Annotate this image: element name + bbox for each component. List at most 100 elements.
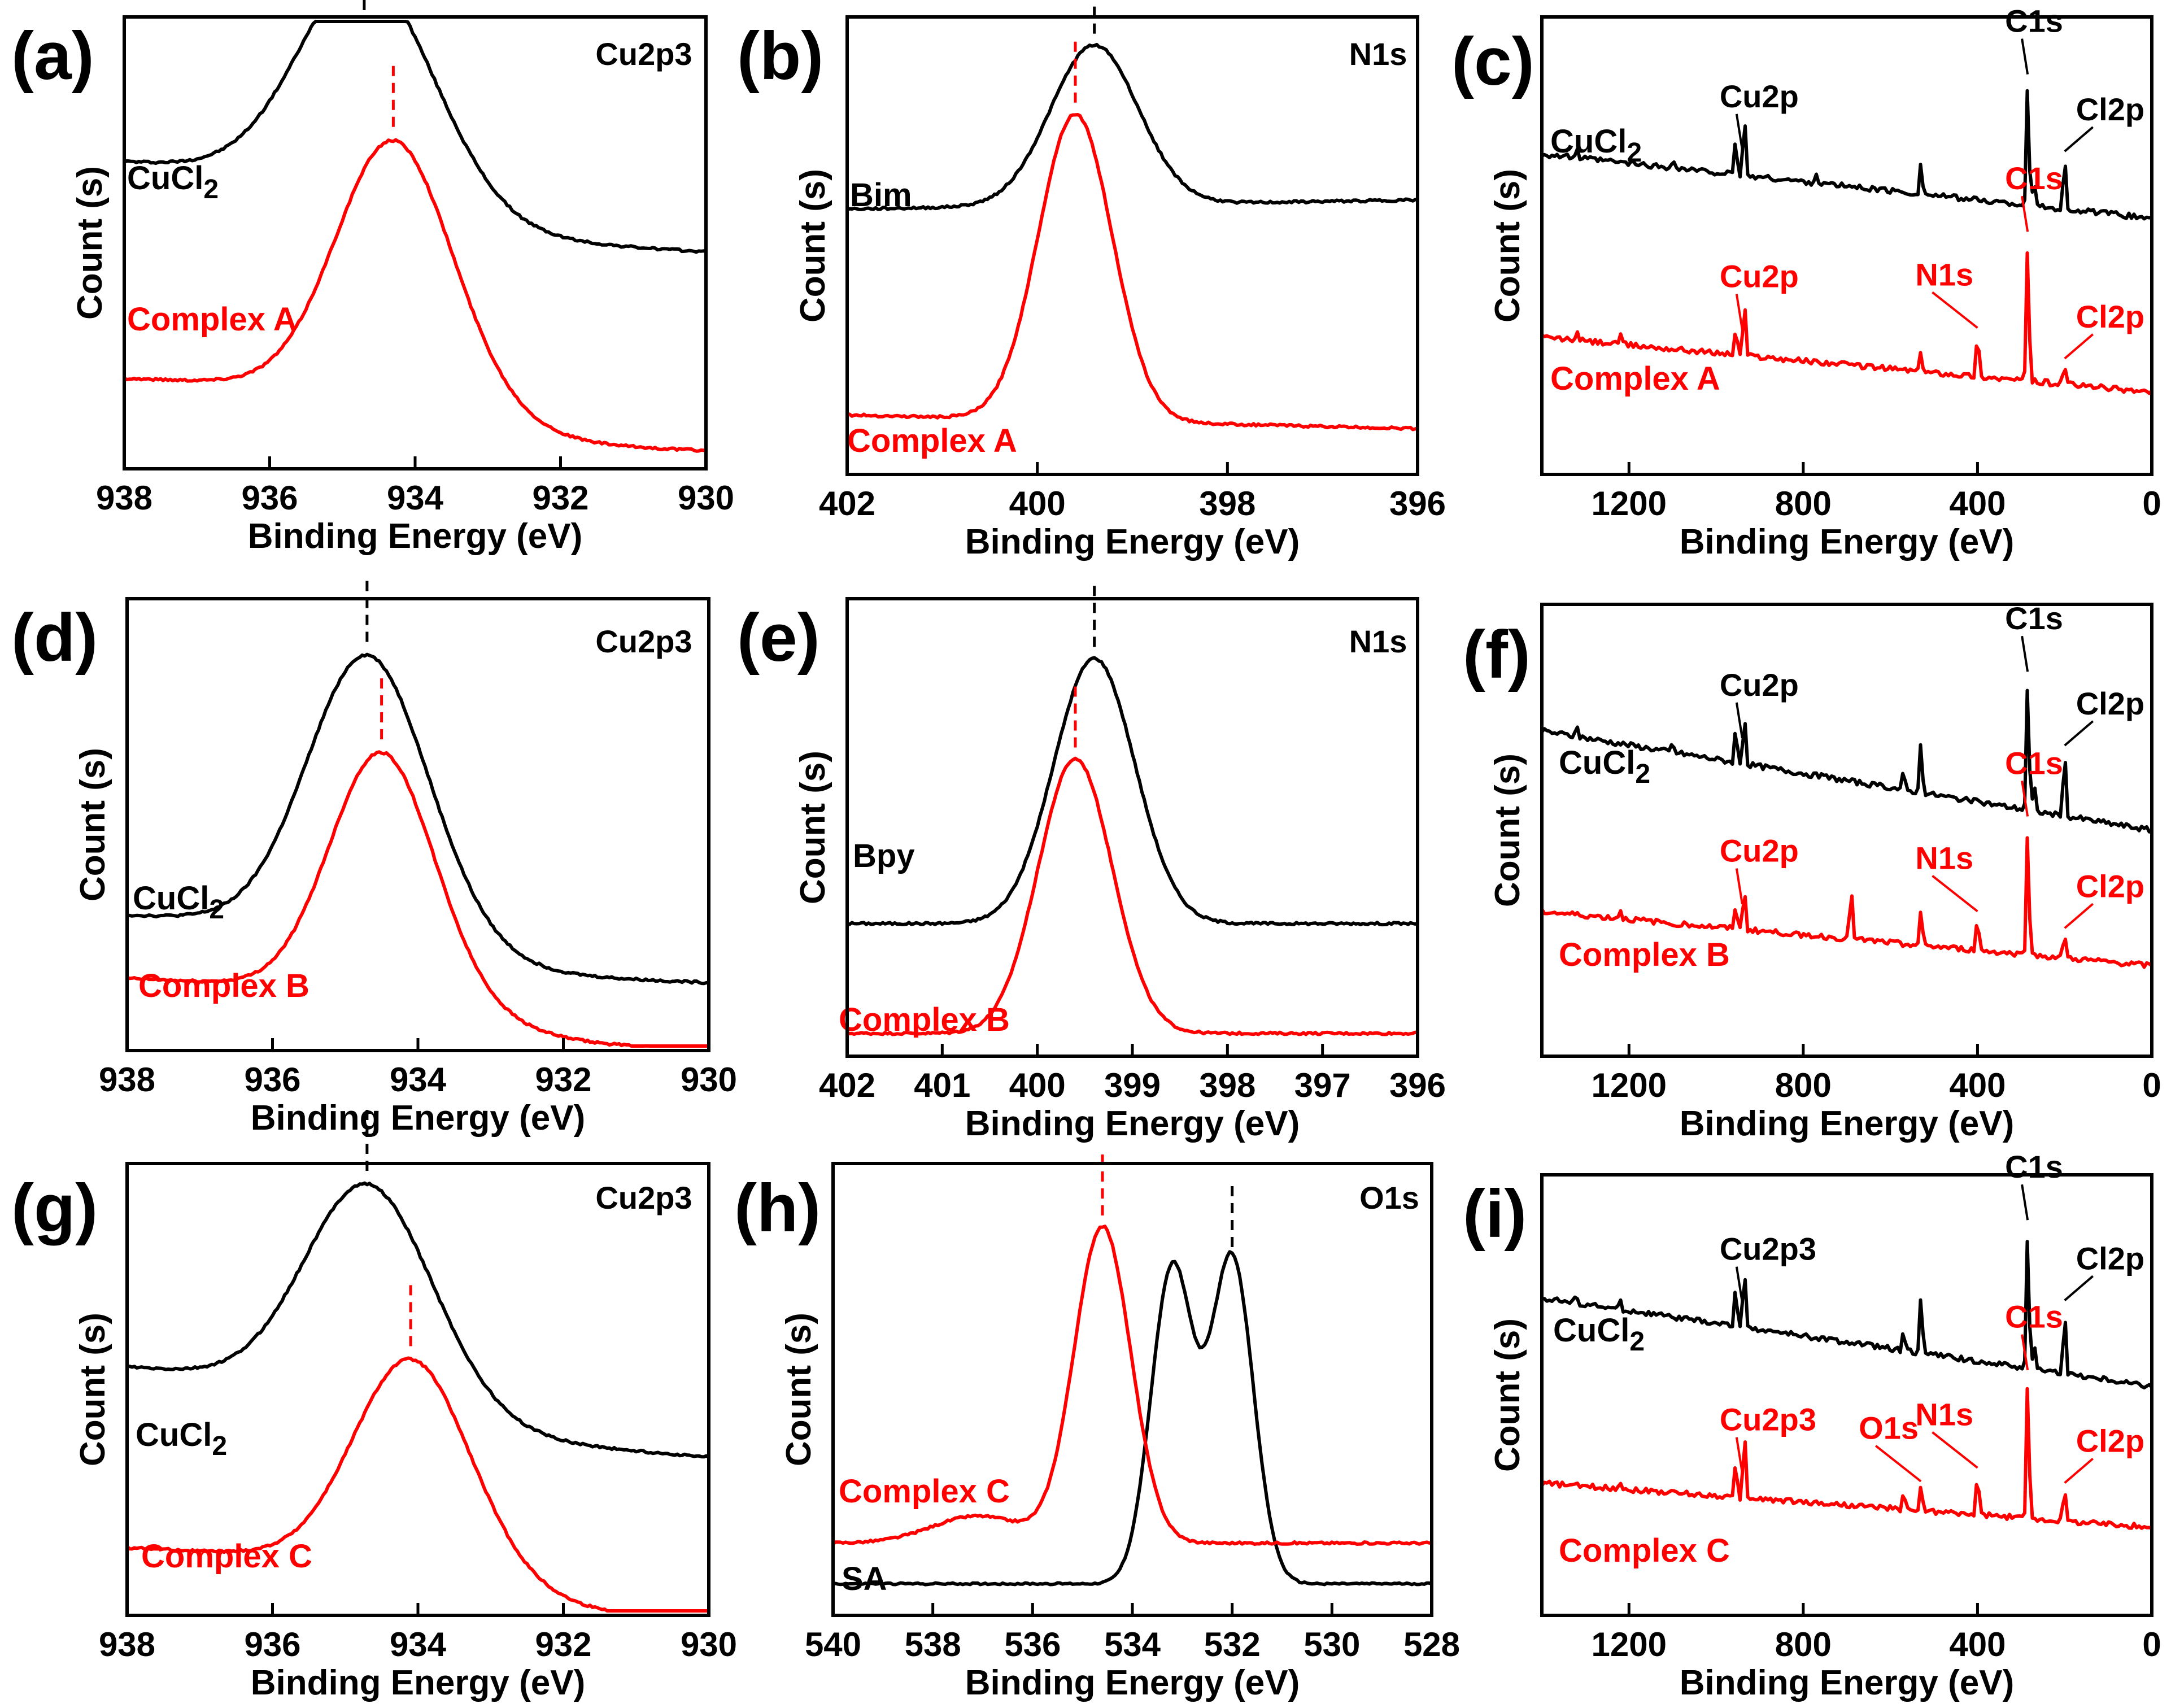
- peak-label: Cu2p: [1720, 258, 1799, 294]
- curve-complex-b: [846, 756, 1419, 1036]
- peak-leader: [2064, 126, 2094, 152]
- peak-leader: [2021, 38, 2029, 75]
- region-label: N1s: [1349, 624, 1407, 659]
- x-tick-label: 0: [2142, 1066, 2161, 1104]
- series-label: Complex A: [847, 422, 1017, 459]
- peak-leader: [1932, 875, 1978, 913]
- x-tick-label: 534: [1104, 1626, 1161, 1663]
- peak-leader: [2064, 1457, 2094, 1484]
- x-tick-label: 938: [99, 1061, 155, 1099]
- curve-cucl2: [1540, 689, 2153, 834]
- x-tick-label: 400: [1009, 485, 1066, 522]
- peak-label: C1s: [2005, 1149, 2063, 1184]
- curve-cucl2: [123, 20, 707, 254]
- x-tick-label: 934: [390, 1061, 447, 1099]
- peak-label: Cl2p: [2076, 299, 2144, 334]
- peak-leader: [2064, 903, 2094, 929]
- x-axis-title: Binding Energy (eV): [1680, 522, 2014, 561]
- panel-letter: (c): [1451, 24, 1534, 99]
- peak-label: C1s: [2005, 3, 2063, 39]
- y-axis-title: Count (s): [73, 748, 112, 901]
- x-tick-label: 532: [1204, 1626, 1261, 1663]
- plot-frame: [1540, 603, 2153, 1058]
- panel-g: (g) CuCl2 Complex C 938 936 934 932 930 Binding …: [11, 1109, 737, 1702]
- x-tick-label: 530: [1304, 1626, 1360, 1663]
- peak-label: Cl2p: [2076, 91, 2144, 127]
- peak-leader: [2021, 781, 2029, 817]
- curve-complex-a: [847, 113, 1419, 432]
- x-axis-title: Binding Energy (eV): [965, 1663, 1300, 1702]
- x-tick-label: 936: [244, 1061, 300, 1099]
- curve-sa: [832, 1250, 1432, 1587]
- peak-leader: [2064, 720, 2094, 747]
- panel-h: (h) SA Complex C 540 538 536 534 532 530 528 Bindi…: [734, 1153, 1460, 1702]
- series-label: Complex B: [1559, 936, 1730, 973]
- x-tick-label: 400: [1949, 485, 2006, 522]
- panel-letter: (i): [1463, 1176, 1527, 1252]
- peak-leader: [2021, 195, 2029, 232]
- peak-label: Cu2p3: [1720, 1231, 1816, 1267]
- series-label: Complex C: [839, 1473, 1010, 1510]
- peak-label: Cl2p: [2076, 868, 2144, 904]
- panel-b: (b) Bim Complex A 402 400 398 396 Binding Energ…: [737, 0, 1446, 561]
- curve-bim: [846, 42, 1418, 212]
- peak-label: C1s: [2005, 1299, 2063, 1335]
- curve-complex-b: [1540, 836, 2153, 969]
- x-axis-title: Binding Energy (eV): [1680, 1663, 2014, 1702]
- peak-leader: [1735, 702, 1743, 739]
- peak-label: Cl2p: [2076, 1423, 2144, 1458]
- panel-letter: (e): [737, 600, 820, 676]
- y-axis-title: Count (s): [794, 169, 832, 323]
- x-tick-label: 536: [1004, 1626, 1061, 1663]
- region-label: Cu2p3: [595, 1180, 692, 1215]
- x-tick-label: 0: [2142, 485, 2161, 522]
- series-label: CuCl2: [1559, 744, 1650, 789]
- series-label: CuCl2: [1553, 1312, 1645, 1357]
- peak-label: N1s: [1915, 840, 1973, 876]
- x-tick-label: 932: [535, 1626, 591, 1663]
- panel-letter: (f): [1463, 617, 1531, 692]
- peak-leader: [1874, 1445, 1922, 1483]
- peak-label: Cu2p: [1720, 667, 1799, 703]
- y-axis-title: Count (s): [779, 1313, 818, 1466]
- panel-letter: (d): [11, 600, 98, 676]
- region-label: O1s: [1359, 1180, 1419, 1215]
- x-tick-label: 0: [2142, 1626, 2161, 1663]
- panel-letter: (a): [11, 18, 94, 94]
- x-tick-label: 400: [1009, 1066, 1066, 1104]
- x-tick-label: 800: [1775, 1626, 1832, 1663]
- peak-leader: [2021, 635, 2029, 672]
- x-tick-label: 800: [1775, 1066, 1832, 1104]
- series-label: SA: [842, 1561, 887, 1597]
- x-tick-label: 400: [1949, 1066, 2006, 1104]
- x-axis-title: Binding Energy (eV): [251, 1099, 585, 1138]
- curve-cucl2: [127, 652, 709, 986]
- x-axis-title: Binding Energy (eV): [251, 1663, 585, 1702]
- x-tick-label: 397: [1294, 1066, 1351, 1104]
- x-tick-label: 934: [387, 479, 444, 517]
- plot-frame: [123, 15, 708, 470]
- x-tick-label: 934: [390, 1626, 447, 1663]
- peak-leader: [2021, 1184, 2029, 1221]
- series-label: Complex B: [138, 968, 309, 1004]
- x-axis-title: Binding Energy (eV): [965, 522, 1300, 561]
- panel-letter: (g): [11, 1170, 98, 1246]
- y-axis-title: Count (s): [1488, 1318, 1527, 1472]
- peak-label: Cl2p: [2076, 686, 2144, 721]
- peak-label: O1s: [1859, 1410, 1919, 1446]
- peak-leader: [1735, 1437, 1743, 1473]
- curve-complex-a: [1541, 251, 2153, 395]
- x-tick-label: 402: [819, 485, 875, 522]
- x-tick-label: 396: [1389, 1066, 1446, 1104]
- x-tick-label: 932: [535, 1061, 591, 1099]
- curve-cucl2: [126, 1181, 710, 1459]
- y-axis-title: Count (s): [71, 166, 110, 320]
- x-tick-label: 528: [1403, 1626, 1460, 1663]
- x-tick-label: 396: [1389, 485, 1446, 522]
- peak-label: N1s: [1915, 256, 1973, 292]
- y-axis-title: Count (s): [1488, 169, 1527, 323]
- x-tick-label: 930: [681, 1626, 737, 1663]
- peak-leader: [2021, 1334, 2029, 1371]
